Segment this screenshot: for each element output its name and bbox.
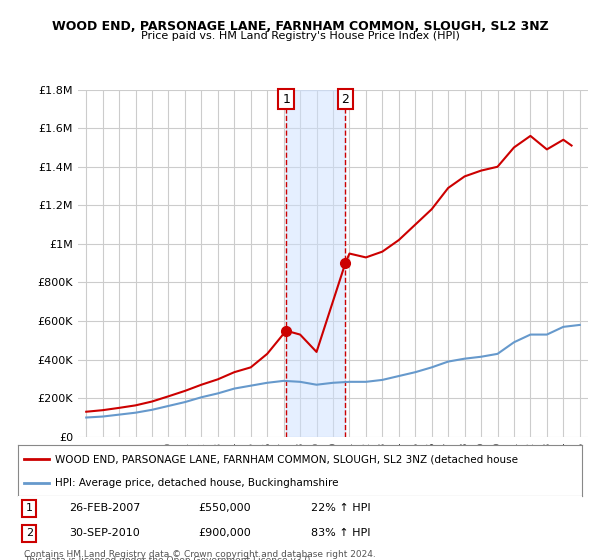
Text: 2: 2 xyxy=(26,529,33,538)
Text: Price paid vs. HM Land Registry's House Price Index (HPI): Price paid vs. HM Land Registry's House … xyxy=(140,31,460,41)
Text: 83% ↑ HPI: 83% ↑ HPI xyxy=(311,529,371,538)
Text: Contains HM Land Registry data © Crown copyright and database right 2024.: Contains HM Land Registry data © Crown c… xyxy=(24,550,376,559)
Text: 22% ↑ HPI: 22% ↑ HPI xyxy=(311,503,371,513)
Text: WOOD END, PARSONAGE LANE, FARNHAM COMMON, SLOUGH, SL2 3NZ: WOOD END, PARSONAGE LANE, FARNHAM COMMON… xyxy=(52,20,548,32)
Text: £900,000: £900,000 xyxy=(199,529,251,538)
Text: This data is licensed under the Open Government Licence v3.0.: This data is licensed under the Open Gov… xyxy=(24,556,313,560)
Text: 30-SEP-2010: 30-SEP-2010 xyxy=(69,529,140,538)
Text: £550,000: £550,000 xyxy=(199,503,251,513)
Text: 26-FEB-2007: 26-FEB-2007 xyxy=(69,503,140,513)
Text: 2: 2 xyxy=(341,93,349,106)
Text: 1: 1 xyxy=(282,93,290,106)
Text: WOOD END, PARSONAGE LANE, FARNHAM COMMON, SLOUGH, SL2 3NZ (detached house: WOOD END, PARSONAGE LANE, FARNHAM COMMON… xyxy=(55,454,518,464)
Bar xyxy=(286,90,346,437)
Text: 1: 1 xyxy=(26,503,33,513)
Text: HPI: Average price, detached house, Buckinghamshire: HPI: Average price, detached house, Buck… xyxy=(55,478,338,488)
